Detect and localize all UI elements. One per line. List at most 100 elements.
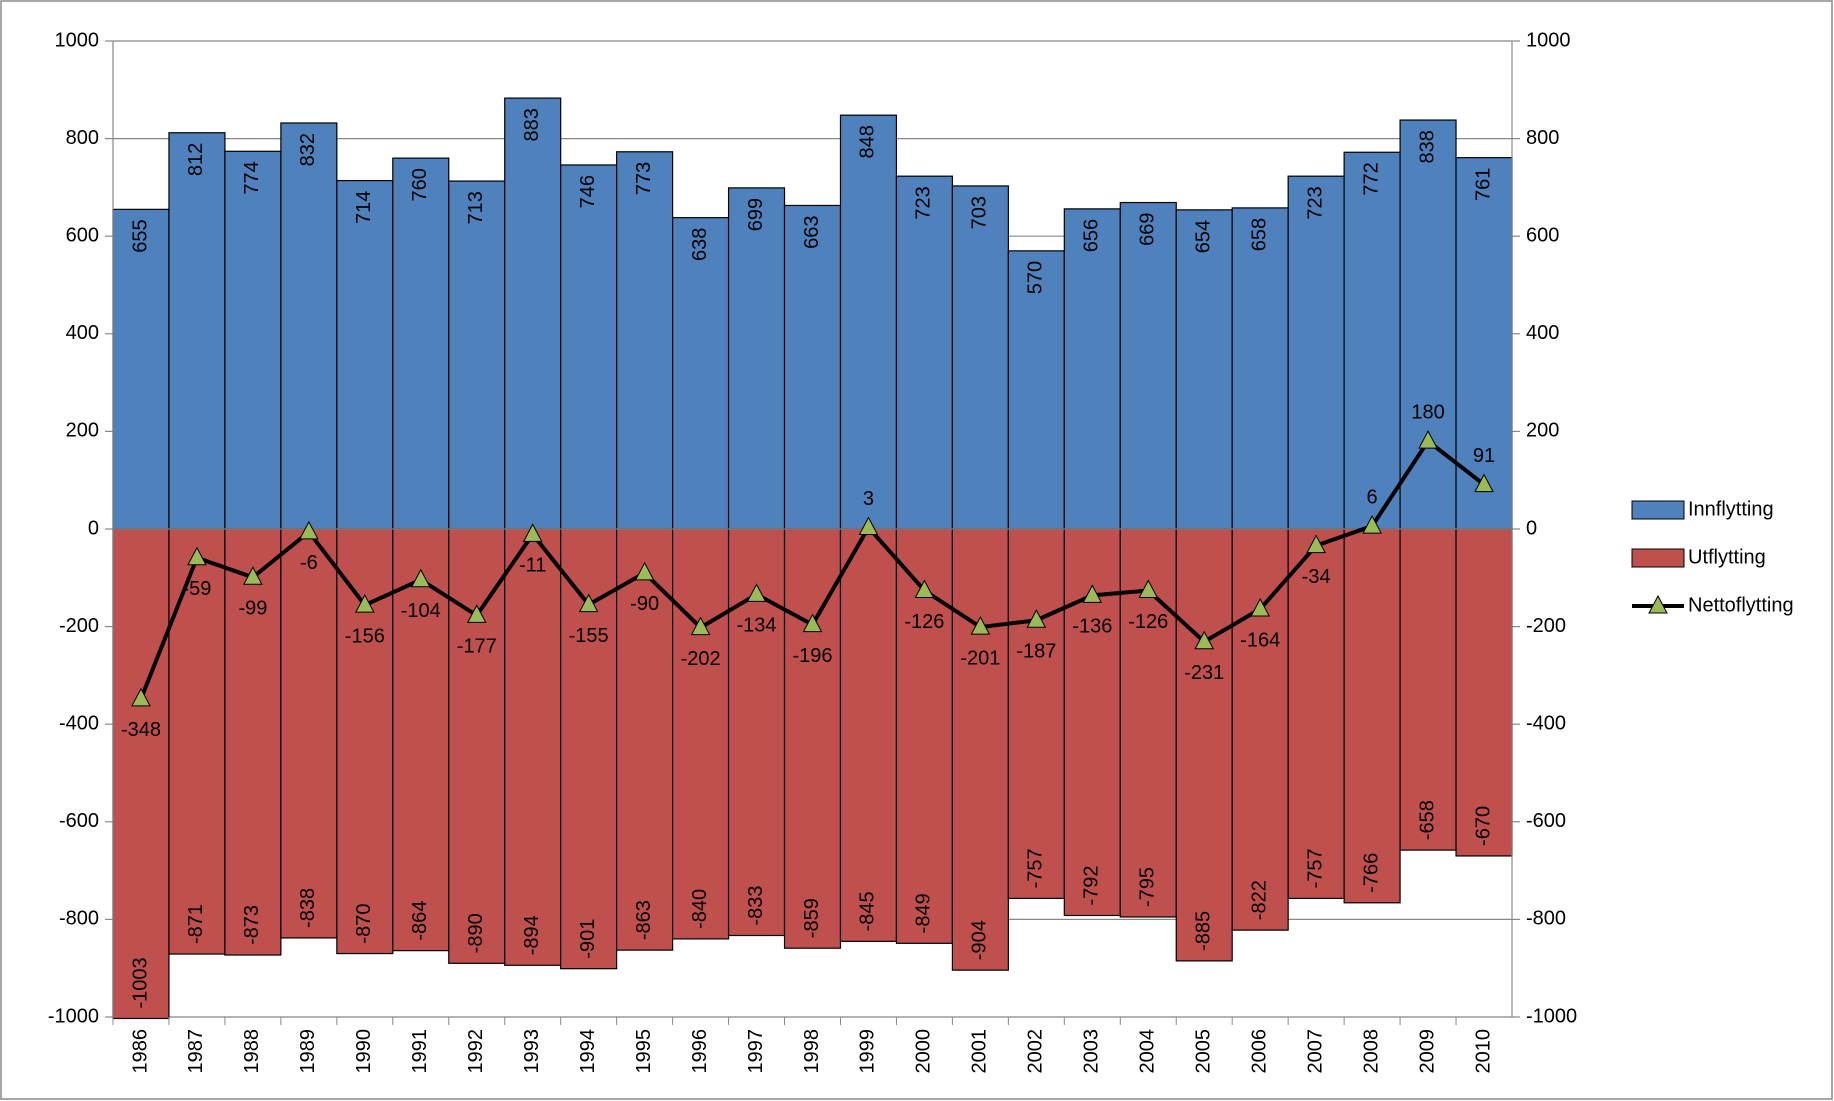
x-tick-label: 1991 — [409, 1029, 431, 1074]
bar — [1231, 207, 1289, 530]
legend-swatch — [1631, 548, 1685, 568]
y2-tick-label: 600 — [1526, 224, 1559, 246]
bar-value-label: -859 — [801, 898, 823, 938]
bar — [1287, 175, 1345, 530]
line-marker — [187, 546, 207, 566]
x-tick-label: 2004 — [1137, 1029, 1159, 1074]
bar-value-label: 656 — [1081, 219, 1103, 252]
line-value-label: -201 — [960, 647, 1000, 669]
bar — [616, 151, 674, 530]
legend-label: Innflytting — [1688, 498, 1774, 520]
y2-tick-label: 400 — [1526, 322, 1559, 344]
bar — [1399, 528, 1457, 851]
line-marker — [522, 523, 543, 542]
bar-value-label: 713 — [465, 191, 487, 224]
line-marker — [578, 593, 599, 613]
y2-tick-label: 0 — [1526, 517, 1537, 539]
bar-value-label: -670 — [1472, 806, 1494, 846]
bar-value-label: -833 — [745, 885, 767, 925]
bar — [336, 179, 394, 530]
line-value-label: -202 — [681, 648, 721, 670]
y2-tick-label: 1000 — [1526, 29, 1571, 51]
line-value-label: -104 — [401, 600, 441, 622]
bar-value-label: 669 — [1137, 213, 1159, 246]
y-tick-label: -800 — [59, 908, 99, 930]
x-tick-label: 2002 — [1025, 1029, 1047, 1074]
line-value-label: -99 — [238, 598, 267, 620]
bar-value-label: -1003 — [129, 957, 151, 1008]
legend-label: Nettoflytting — [1688, 594, 1794, 616]
x-tick-label: 1999 — [857, 1029, 879, 1074]
bar — [839, 528, 898, 942]
bar-value-label: 655 — [129, 219, 151, 252]
line-marker — [1306, 534, 1326, 554]
bar — [951, 528, 1009, 971]
line-marker — [858, 516, 879, 536]
y2-tick-label: -400 — [1526, 712, 1566, 734]
x-tick-label: 1990 — [353, 1029, 375, 1074]
x-tick-label: 1989 — [297, 1029, 319, 1074]
y2-tick-label: -200 — [1526, 615, 1566, 637]
line-value-label: -90 — [630, 593, 659, 615]
bar-value-label: 760 — [409, 168, 431, 201]
bar-value-label: 772 — [1360, 162, 1382, 195]
bar — [1455, 528, 1513, 857]
bar-value-label: 746 — [577, 175, 599, 208]
bar-value-label: 883 — [521, 108, 543, 141]
bar-value-label: 570 — [1025, 261, 1047, 294]
bar — [560, 164, 618, 530]
bar — [616, 528, 674, 951]
bar-value-label: -863 — [633, 900, 655, 940]
bar-value-label: -822 — [1248, 880, 1270, 920]
line-value-label: -34 — [1302, 566, 1331, 588]
bar-value-label: 838 — [1416, 130, 1438, 163]
y2-tick-label: -600 — [1526, 810, 1566, 832]
bar-value-label: -795 — [1137, 867, 1159, 907]
bar-value-label: 773 — [633, 162, 655, 195]
bar — [280, 528, 338, 939]
line-value-label: 6 — [1367, 486, 1378, 508]
line-marker — [1194, 630, 1215, 650]
bar-value-label: -885 — [1193, 911, 1215, 951]
line-marker — [1250, 597, 1271, 617]
y2-tick-label: -800 — [1526, 908, 1566, 930]
x-tick-label: 2001 — [969, 1029, 991, 1074]
bar — [336, 528, 394, 955]
y-tick-label: 800 — [66, 127, 99, 149]
line-value-label: 3 — [863, 488, 874, 510]
bar-value-label: 723 — [913, 186, 935, 219]
x-tick-label: 2006 — [1248, 1029, 1270, 1074]
x-tick-label: 1995 — [633, 1029, 655, 1074]
line-value-label: -11 — [519, 555, 546, 577]
y-tick-label: 1000 — [55, 29, 100, 51]
bar — [448, 528, 506, 964]
x-tick-label: 1996 — [689, 1029, 711, 1074]
bar — [839, 114, 898, 530]
x-tick-label: 1997 — [745, 1029, 767, 1074]
line-value-label: -196 — [792, 645, 832, 667]
bar-value-label: 658 — [1248, 218, 1270, 251]
bar — [671, 217, 730, 530]
bar — [1343, 528, 1401, 904]
line-value-label: -156 — [345, 625, 385, 647]
bar-value-label: 703 — [969, 196, 991, 229]
bar — [1007, 528, 1065, 900]
bar — [895, 528, 954, 944]
bar-value-label: -757 — [1304, 848, 1326, 888]
bar-value-label: 848 — [857, 125, 879, 158]
bar-value-label: 654 — [1193, 220, 1215, 253]
x-tick-label: 2009 — [1416, 1029, 1438, 1074]
x-tick-label: 2007 — [1304, 1029, 1326, 1074]
line-marker — [1474, 473, 1494, 493]
bar — [448, 180, 506, 530]
legend-label: Utflytting — [1688, 546, 1766, 568]
line-marker — [1138, 579, 1159, 598]
line-value-label: -164 — [1240, 629, 1280, 651]
line-value-label: -348 — [121, 719, 161, 741]
bar-value-label: -873 — [241, 905, 263, 945]
x-tick-label: 1986 — [129, 1029, 151, 1074]
bar-value-label: -792 — [1081, 865, 1103, 905]
line-value-label: -155 — [569, 625, 609, 647]
x-tick-label: 2000 — [913, 1029, 935, 1074]
